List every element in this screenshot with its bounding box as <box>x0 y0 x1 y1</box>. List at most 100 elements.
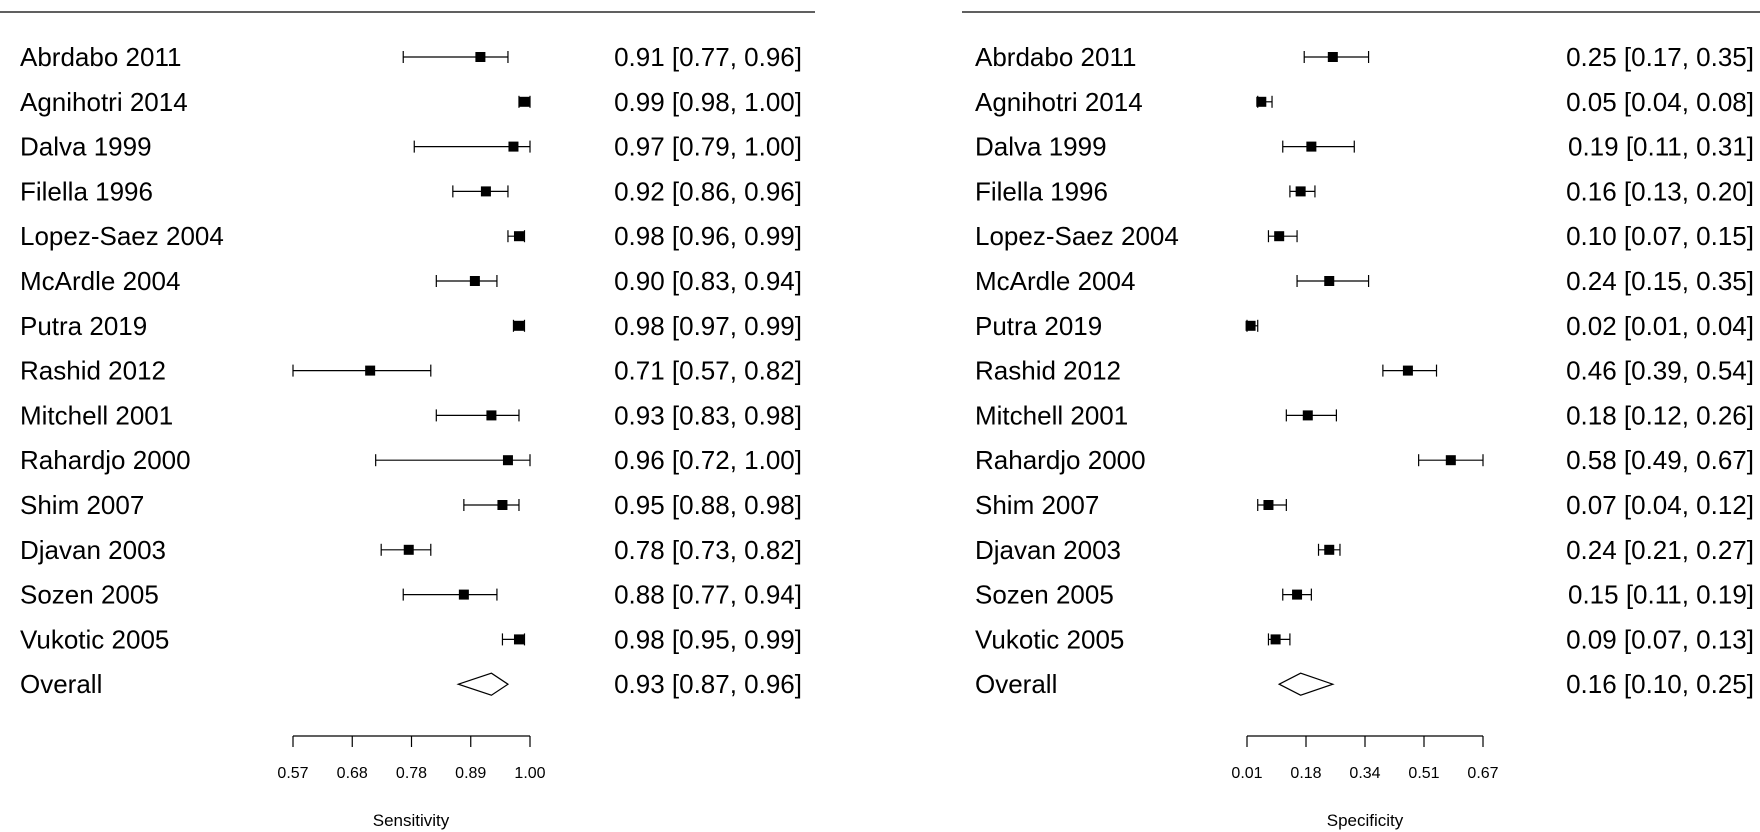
study-label: Filella 1996 <box>975 176 1108 206</box>
point-estimate <box>1324 276 1335 286</box>
study-label: Abrdabo 2011 <box>20 42 181 72</box>
study-label: Abrdabo 2011 <box>975 42 1136 72</box>
overall-label: Overall <box>20 669 102 699</box>
point-estimate <box>480 186 491 197</box>
ci-label: 0.19 [0.11, 0.31] <box>1568 132 1754 162</box>
overall-diamond <box>456 672 510 696</box>
ci-label: 0.98 [0.97, 0.99] <box>614 311 802 341</box>
point-estimate <box>1274 231 1285 242</box>
study-label: Putra 2019 <box>20 311 147 341</box>
ci-label: 0.99 [0.98, 1.00] <box>614 87 802 117</box>
point-estimate <box>469 276 480 286</box>
study-label: Mitchell 2001 <box>975 400 1128 430</box>
ci-label: 0.71 [0.57, 0.82] <box>614 356 802 386</box>
study-label: Lopez-Saez 2004 <box>20 221 224 251</box>
study-label: Vukotic 2005 <box>20 624 169 654</box>
ci-label: 0.25 [0.17, 0.35] <box>1566 42 1754 72</box>
overall-diamond <box>1277 672 1335 696</box>
study-label: Agnihotri 2014 <box>20 87 188 117</box>
study-label: Dalva 1999 <box>20 132 152 162</box>
study-label: Lopez-Saez 2004 <box>975 221 1179 251</box>
study-label: Vukotic 2005 <box>975 624 1124 654</box>
point-estimate <box>513 634 524 645</box>
point-estimate <box>497 500 508 510</box>
ci-label: 0.96 [0.72, 1.00] <box>614 445 802 475</box>
point-estimate <box>508 141 519 152</box>
study-label: Sozen 2005 <box>20 580 159 610</box>
point-estimate <box>458 589 469 600</box>
ci-label: 0.91 [0.77, 0.96] <box>614 42 802 72</box>
study-label: Agnihotri 2014 <box>975 87 1143 117</box>
x-tick-label: 0.57 <box>277 765 308 782</box>
specificity-forest-plot: Abrdabo 2011 0.25 [0.17, 0.35] Agnihotri 2… <box>962 11 1760 830</box>
ci-label: 0.98 [0.95, 0.99] <box>614 624 802 654</box>
x-tick-label: 0.18 <box>1290 765 1321 782</box>
ci-label: 0.93 [0.83, 0.98] <box>614 400 802 430</box>
study-label: Rahardjo 2000 <box>20 445 191 475</box>
point-estimate <box>1327 52 1338 62</box>
ci-label: 0.24 [0.15, 0.35] <box>1566 266 1754 296</box>
x-axis-title: Specificity <box>1327 811 1404 830</box>
study-label: Putra 2019 <box>975 311 1102 341</box>
ci-label: 0.58 [0.49, 0.67] <box>1566 445 1754 475</box>
ci-label: 0.09 [0.07, 0.13] <box>1566 624 1754 654</box>
study-label: Rashid 2012 <box>20 356 166 386</box>
ci-label: 0.90 [0.83, 0.94] <box>614 266 802 296</box>
point-estimate <box>513 320 524 331</box>
study-label: Dalva 1999 <box>975 132 1107 162</box>
x-axis-title: Sensitivity <box>373 811 450 830</box>
ci-label: 0.05 [0.04, 0.08] <box>1566 87 1754 117</box>
point-estimate <box>502 455 513 466</box>
ci-label: 0.10 [0.07, 0.15] <box>1566 221 1754 251</box>
point-estimate <box>1445 455 1456 466</box>
ci-label: 0.88 [0.77, 0.94] <box>614 580 802 610</box>
ci-label: 0.07 [0.04, 0.12] <box>1566 490 1754 520</box>
overall-label: Overall <box>975 669 1057 699</box>
point-estimate <box>475 52 486 62</box>
point-estimate <box>1245 320 1256 331</box>
ci-label: 0.95 [0.88, 0.98] <box>614 490 802 520</box>
x-tick-label: 0.78 <box>396 765 427 782</box>
point-estimate <box>1324 544 1335 555</box>
point-estimate <box>1263 500 1274 510</box>
study-label: Filella 1996 <box>20 176 153 206</box>
overall-ci-label: 0.16 [0.10, 0.25] <box>1566 669 1754 699</box>
study-label: McArdle 2004 <box>20 266 180 296</box>
point-estimate <box>513 231 524 242</box>
study-label: Djavan 2003 <box>975 535 1121 565</box>
study-label: Djavan 2003 <box>20 535 166 565</box>
sensitivity-forest-plot: Abrdabo 2011 0.91 [0.77, 0.96] Agnihotri 2… <box>0 11 815 830</box>
ci-label: 0.92 [0.86, 0.96] <box>614 176 802 206</box>
point-estimate <box>1295 186 1306 197</box>
point-estimate <box>403 544 414 555</box>
ci-label: 0.24 [0.21, 0.27] <box>1566 535 1754 565</box>
overall-ci-label: 0.93 [0.87, 0.96] <box>614 669 802 699</box>
ci-label: 0.15 [0.11, 0.19] <box>1568 580 1754 610</box>
study-label: Rahardjo 2000 <box>975 445 1146 475</box>
point-estimate <box>1292 589 1303 600</box>
point-estimate <box>486 410 497 421</box>
study-label: Mitchell 2001 <box>20 400 173 430</box>
x-tick-label: 0.34 <box>1349 765 1380 782</box>
study-label: Sozen 2005 <box>975 580 1114 610</box>
study-label: Shim 2007 <box>20 490 144 520</box>
point-estimate <box>1270 634 1281 645</box>
ci-label: 0.78 [0.73, 0.82] <box>614 535 802 565</box>
point-estimate <box>519 96 530 107</box>
x-tick-label: 0.67 <box>1467 765 1498 782</box>
x-tick-label: 0.89 <box>455 765 486 782</box>
ci-label: 0.02 [0.01, 0.04] <box>1566 311 1754 341</box>
study-label: McArdle 2004 <box>975 266 1135 296</box>
study-label: Rashid 2012 <box>975 356 1121 386</box>
x-tick-label: 1.00 <box>514 765 545 782</box>
x-tick-label: 0.01 <box>1231 765 1262 782</box>
ci-label: 0.18 [0.12, 0.26] <box>1566 400 1754 430</box>
point-estimate <box>1306 141 1317 152</box>
ci-label: 0.46 [0.39, 0.54] <box>1566 356 1754 386</box>
point-estimate <box>1302 410 1313 421</box>
ci-label: 0.97 [0.79, 1.00] <box>614 132 802 162</box>
point-estimate <box>1256 96 1267 107</box>
point-estimate <box>365 365 376 376</box>
point-estimate <box>1402 365 1413 376</box>
